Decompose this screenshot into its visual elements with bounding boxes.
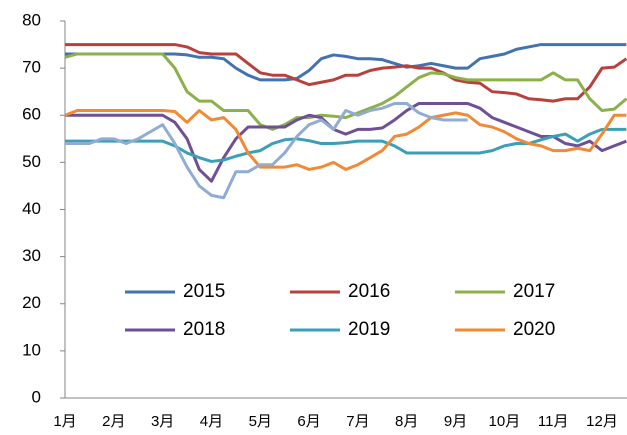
y-tick-label: 20 [22,293,41,312]
legend-label: 2015 [183,281,225,302]
series-line [65,101,468,200]
x-tick-label: 8月 [395,413,418,430]
legend-label: 2018 [183,319,225,340]
legend-label: 2019 [348,319,390,340]
series-line [64,52,627,131]
x-tick-label: 10月 [489,413,521,430]
series-line [65,101,627,183]
x-tick-label: 4月 [200,413,223,430]
x-tick-label: 5月 [249,413,272,430]
x-tick-label: 7月 [346,413,369,430]
legend-label: 2020 [513,319,555,340]
series-line [65,127,627,163]
x-tick-label: 6月 [297,413,320,430]
y-tick-label: 0 [32,387,41,406]
y-tick-label: 50 [22,152,41,171]
y-tick-label: 80 [22,10,41,29]
x-tick-label: 2月 [102,413,125,430]
x-tick-label: 3月 [151,413,174,430]
legend-label: 2017 [513,281,555,302]
x-tick-label: 12月 [586,413,618,430]
series-line [64,109,627,171]
y-tick-label: 30 [22,246,41,265]
y-tick-label: 70 [22,58,41,77]
y-tick-label: 40 [22,199,41,218]
x-tick-label: 9月 [444,413,467,430]
x-tick-label: 11月 [538,413,569,430]
y-tick-label: 60 [22,105,41,124]
series-line [65,43,627,103]
y-tick-label: 10 [22,340,41,359]
x-tick-label: 1月 [53,413,76,430]
legend-label: 2016 [348,281,390,302]
